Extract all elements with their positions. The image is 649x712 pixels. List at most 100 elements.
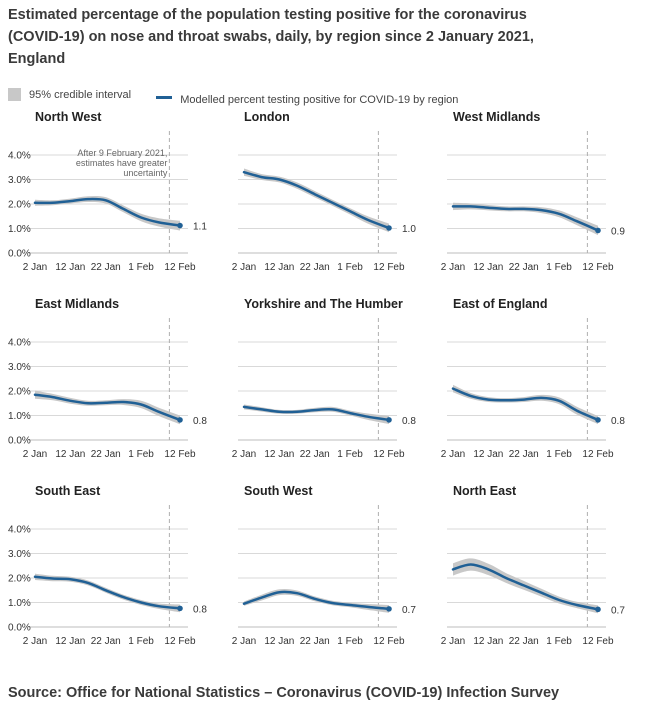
x-tick-label: 22 Jan [300, 636, 330, 647]
panel-north-east: North East 2 Jan 12 Jan 22 Jan 1 Feb 12 Feb 0.… [441, 484, 626, 647]
y-tick-label: 4.0% [8, 338, 31, 349]
x-tick-label: 2 Jan [441, 262, 465, 273]
x-tick-label: 22 Jan [91, 449, 121, 460]
end-value-label: 1.0 [402, 224, 416, 235]
chart-title: Estimated percentage of the population t… [8, 7, 534, 67]
legend-label-line: Modelled percent testing positive for CO… [180, 93, 459, 106]
x-tick-label: 12 Jan [55, 449, 85, 460]
annotation-line: estimates have greater [76, 158, 168, 168]
end-value-label: 0.8 [193, 416, 207, 427]
x-tick-label: 12 Feb [582, 262, 614, 273]
legend-label-interval: 95% credible interval [29, 88, 132, 101]
legend-swatch-interval [8, 88, 21, 101]
end-value-label: 0.8 [402, 416, 416, 427]
end-point-marker [386, 225, 392, 231]
x-tick-label: 2 Jan [441, 636, 465, 647]
y-tick-label: 1.0% [8, 411, 31, 422]
y-tick-label: 0.0% [8, 623, 31, 634]
uncertainty-annotation: After 9 February 2021, estimates have gre… [76, 148, 168, 178]
annotation-line: uncertainty [123, 168, 168, 178]
end-point-marker [177, 417, 183, 423]
credible-interval-band [35, 195, 180, 231]
modelled-line [242, 590, 391, 611]
x-tick-label: 1 Feb [546, 262, 572, 273]
y-tick-label: 3.0% [8, 549, 31, 560]
x-tick-label: 1 Feb [546, 636, 572, 647]
modelled-line [242, 170, 391, 230]
x-tick-label: 2 Jan [232, 636, 256, 647]
annotation-line: After 9 February 2021, [77, 148, 167, 158]
end-point-marker [386, 606, 392, 612]
x-tick-label: 1 Feb [337, 449, 363, 460]
x-tick-label: 22 Jan [509, 636, 539, 647]
x-tick-label: 12 Jan [264, 449, 294, 460]
x-tick-label: 1 Feb [337, 262, 363, 273]
panel-london: London 2 Jan 12 Jan 22 Jan 1 Feb 12 Feb 1.0 [232, 110, 417, 273]
x-tick-label: 12 Jan [473, 636, 503, 647]
x-tick-label: 12 Jan [473, 449, 503, 460]
x-tick-label: 22 Jan [300, 262, 330, 273]
x-tick-label: 22 Jan [91, 636, 121, 647]
x-tick-label: 2 Jan [23, 262, 47, 273]
y-tick-label: 0.0% [8, 249, 31, 260]
x-tick-label: 1 Feb [546, 449, 572, 460]
end-value-label: 0.9 [611, 226, 625, 237]
panel-title: London [244, 110, 290, 124]
x-tick-label: 12 Jan [55, 262, 85, 273]
x-tick-label: 2 Jan [23, 449, 47, 460]
end-point-marker [595, 417, 601, 423]
legend-swatch-line [156, 96, 173, 99]
y-tick-label: 3.0% [8, 362, 31, 373]
y-tick-label: 2.0% [8, 200, 31, 211]
modelled-line [451, 387, 600, 422]
y-tick-label: 1.0% [8, 224, 31, 235]
panel-title: East Midlands [35, 297, 119, 311]
x-tick-label: 22 Jan [509, 449, 539, 460]
panel-south-east: South East 0.0% 1.0% 2.0% 3.0% 4.0% 2 Jan 12 Ja… [8, 484, 207, 647]
end-point-marker [595, 606, 601, 613]
modelled-line [33, 393, 182, 422]
end-point-marker [595, 227, 601, 234]
x-tick-label: 22 Jan [509, 262, 539, 273]
x-tick-label: 22 Jan [300, 449, 330, 460]
y-tick-label: 0.0% [8, 436, 31, 447]
end-value-label: 0.7 [402, 605, 416, 616]
credible-interval-band [244, 589, 389, 613]
panel-east-of-england: East of England 2 Jan 12 Jan 22 Jan 1 Feb 12 … [441, 297, 626, 460]
x-tick-label: 12 Feb [373, 636, 405, 647]
panel-title: West Midlands [453, 110, 540, 124]
legend-item-interval: 95% credible interval [8, 88, 131, 101]
x-tick-label: 1 Feb [128, 449, 154, 460]
x-tick-label: 12 Feb [164, 262, 196, 273]
panel-south-west: South West 2 Jan 12 Jan 22 Jan 1 Feb 12 Feb 0.… [232, 484, 417, 647]
credible-interval-band [244, 404, 389, 425]
end-point-marker [177, 222, 183, 229]
y-tick-label: 2.0% [8, 387, 31, 398]
legend-item-line: Modelled percent testing positive for CO… [156, 94, 458, 106]
panel-west-midlands: West Midlands 2 Jan 12 Jan 22 Jan 1 Feb 12 Fe… [441, 110, 626, 273]
panel-east-midlands: East Midlands 0.0% 1.0% 2.0% 3.0% 4.0% 2 Jan 12… [8, 297, 207, 460]
x-tick-label: 12 Feb [373, 449, 405, 460]
end-point-marker [386, 417, 392, 423]
credible-interval-band [453, 384, 598, 425]
y-tick-label: 2.0% [8, 574, 31, 585]
end-point-marker [177, 605, 183, 612]
y-tick-label: 1.0% [8, 598, 31, 609]
x-tick-label: 12 Feb [373, 262, 405, 273]
x-tick-label: 12 Jan [264, 262, 294, 273]
x-tick-label: 2 Jan [441, 449, 465, 460]
panel-title: North East [453, 484, 517, 498]
modelled-line [451, 205, 600, 232]
x-tick-label: 12 Feb [164, 449, 196, 460]
panel-north-west: North West 0.0% 1.0% 2.0% 3.0% 4.0% 2 Jan 12 Ja… [8, 110, 207, 273]
legend: 95% credible interval Modelled percent t… [8, 88, 480, 106]
panel-title: South West [244, 484, 313, 498]
end-value-label: 0.7 [611, 605, 625, 616]
panel-title: North West [35, 110, 102, 124]
x-tick-label: 12 Feb [164, 636, 196, 647]
credible-interval-band [244, 168, 389, 233]
y-tick-label: 4.0% [8, 525, 31, 536]
y-tick-label: 4.0% [8, 151, 31, 162]
x-tick-label: 12 Jan [264, 636, 294, 647]
